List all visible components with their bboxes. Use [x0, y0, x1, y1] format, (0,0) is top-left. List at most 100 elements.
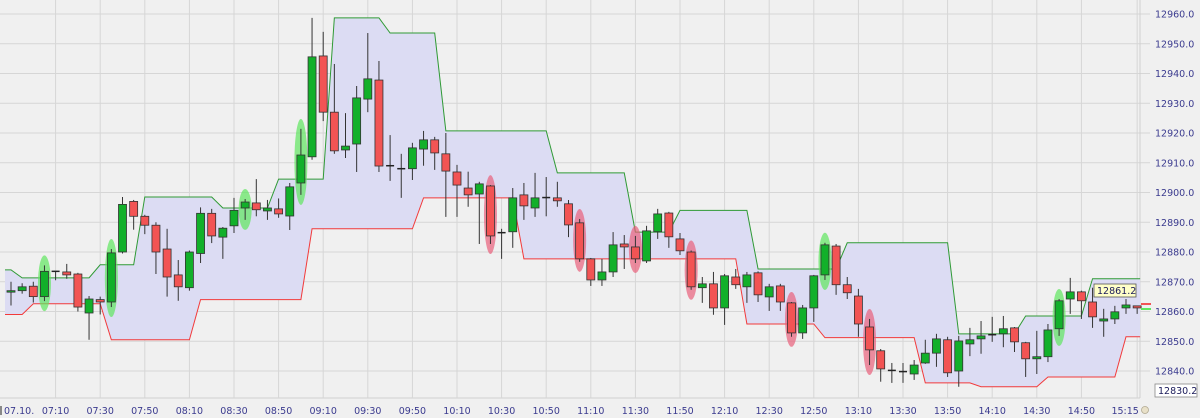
candle — [140, 214, 150, 235]
y-tick-label: 12910.0 — [1155, 158, 1194, 169]
candle — [363, 33, 373, 113]
candle-body-down — [207, 212, 217, 237]
candle-body-down — [140, 215, 150, 226]
candle-body-down — [686, 251, 696, 288]
y-tick-label: 12900.0 — [1155, 188, 1194, 199]
candle — [876, 348, 886, 382]
candle-body-up — [920, 352, 930, 364]
candle — [597, 258, 607, 286]
candle-body-down — [162, 248, 172, 278]
candle — [251, 179, 261, 217]
candle — [1077, 290, 1086, 319]
candle — [95, 296, 105, 315]
x-tick-label: 11:50 — [666, 406, 693, 417]
candle-body-down — [564, 203, 573, 226]
candle-body-up — [809, 275, 819, 309]
candle — [1021, 341, 1031, 377]
candle-body-up — [419, 139, 428, 150]
y-tick-label: 12870.0 — [1155, 277, 1194, 288]
x-tick-label: 08:50 — [265, 406, 292, 417]
x-tick-label: 12:30 — [756, 406, 783, 417]
candle — [742, 271, 752, 303]
candle — [519, 182, 529, 220]
candle — [1088, 287, 1097, 328]
candle — [229, 197, 239, 233]
candle — [686, 250, 696, 290]
x-tick-label: 07:30 — [87, 406, 114, 417]
candle-body-up — [1099, 318, 1109, 322]
x-tick-label: 09:10 — [310, 406, 337, 417]
candle-body-down — [329, 111, 339, 152]
x-tick-label: 14:10 — [979, 406, 1006, 417]
candle-body-down — [318, 55, 328, 113]
candle — [542, 177, 551, 217]
candle — [1043, 323, 1053, 363]
candle-body-up — [229, 209, 239, 227]
candle — [486, 185, 495, 244]
candle — [1054, 299, 1064, 336]
candle — [386, 135, 395, 181]
x-tick-label: 12:10 — [711, 406, 738, 417]
candle — [1121, 299, 1131, 314]
candle-body-down — [775, 285, 785, 303]
candle — [899, 362, 907, 383]
candle — [196, 207, 205, 264]
candle-body-up — [1054, 300, 1064, 330]
candle-body-up — [820, 244, 830, 276]
candle — [441, 133, 451, 217]
candle — [1065, 277, 1075, 314]
candle — [586, 257, 596, 286]
candle-body-up — [965, 339, 975, 345]
candle-body-down — [1077, 291, 1086, 302]
candle-body-down — [519, 194, 529, 207]
candle — [619, 235, 629, 269]
y-tick-label: 12890.0 — [1155, 218, 1194, 229]
last-price-label: 12861.2 — [1097, 286, 1136, 297]
candle-body-up — [653, 213, 663, 233]
candle — [296, 128, 306, 195]
x-tick-label: 13:30 — [889, 406, 916, 417]
candle-body-up — [1121, 304, 1131, 309]
candle-body-down — [28, 285, 38, 298]
candle — [854, 288, 863, 337]
candle — [17, 283, 27, 294]
candle-body-down — [664, 212, 674, 238]
candle — [463, 171, 473, 207]
candle-body-up — [218, 227, 228, 238]
y-tick-label: 12920.0 — [1155, 129, 1194, 140]
candle — [374, 61, 384, 172]
x-tick-label: 14:50 — [1068, 406, 1095, 417]
candle — [40, 265, 49, 302]
x-tick-label: 07:50 — [131, 406, 158, 417]
candle-body-down — [62, 271, 72, 276]
candle-body-up — [976, 335, 986, 340]
candle — [631, 235, 640, 264]
candle — [564, 199, 573, 238]
candle-body-down — [151, 224, 161, 253]
candle — [653, 208, 663, 239]
x-tick-label: 15:15 — [1111, 406, 1138, 417]
candle-body-up — [720, 275, 729, 309]
y-tick-label: 12850.0 — [1155, 337, 1194, 348]
candle — [497, 228, 506, 259]
x-tick-label: 10:30 — [488, 406, 515, 417]
x-axis[interactable]: 07:10 07:30 07:50 08:10 08:30 08:50 09:10 09:30… — [0, 406, 1149, 417]
candle — [118, 196, 127, 254]
candle — [775, 283, 785, 311]
candle — [552, 181, 562, 207]
band-fill — [5, 17, 1141, 387]
candle-body-down — [586, 258, 596, 281]
candle-body-up — [341, 145, 350, 151]
candle — [28, 281, 38, 303]
candle-body-up — [118, 203, 127, 253]
low-price-label: 12830.2 — [1158, 386, 1197, 397]
candle-body-down — [1010, 327, 1019, 343]
candle-body-down — [452, 171, 462, 186]
candles — [6, 17, 1142, 387]
last-price-box — [1093, 283, 1137, 298]
candle-body-up — [196, 212, 205, 254]
candle-body-down — [1088, 301, 1097, 318]
candle-body-down — [1021, 342, 1031, 360]
candle — [62, 263, 72, 279]
y-axis[interactable]: 12840.0 12850.0 12860.0 12870.0 12880.0 12890… — [1155, 10, 1194, 378]
